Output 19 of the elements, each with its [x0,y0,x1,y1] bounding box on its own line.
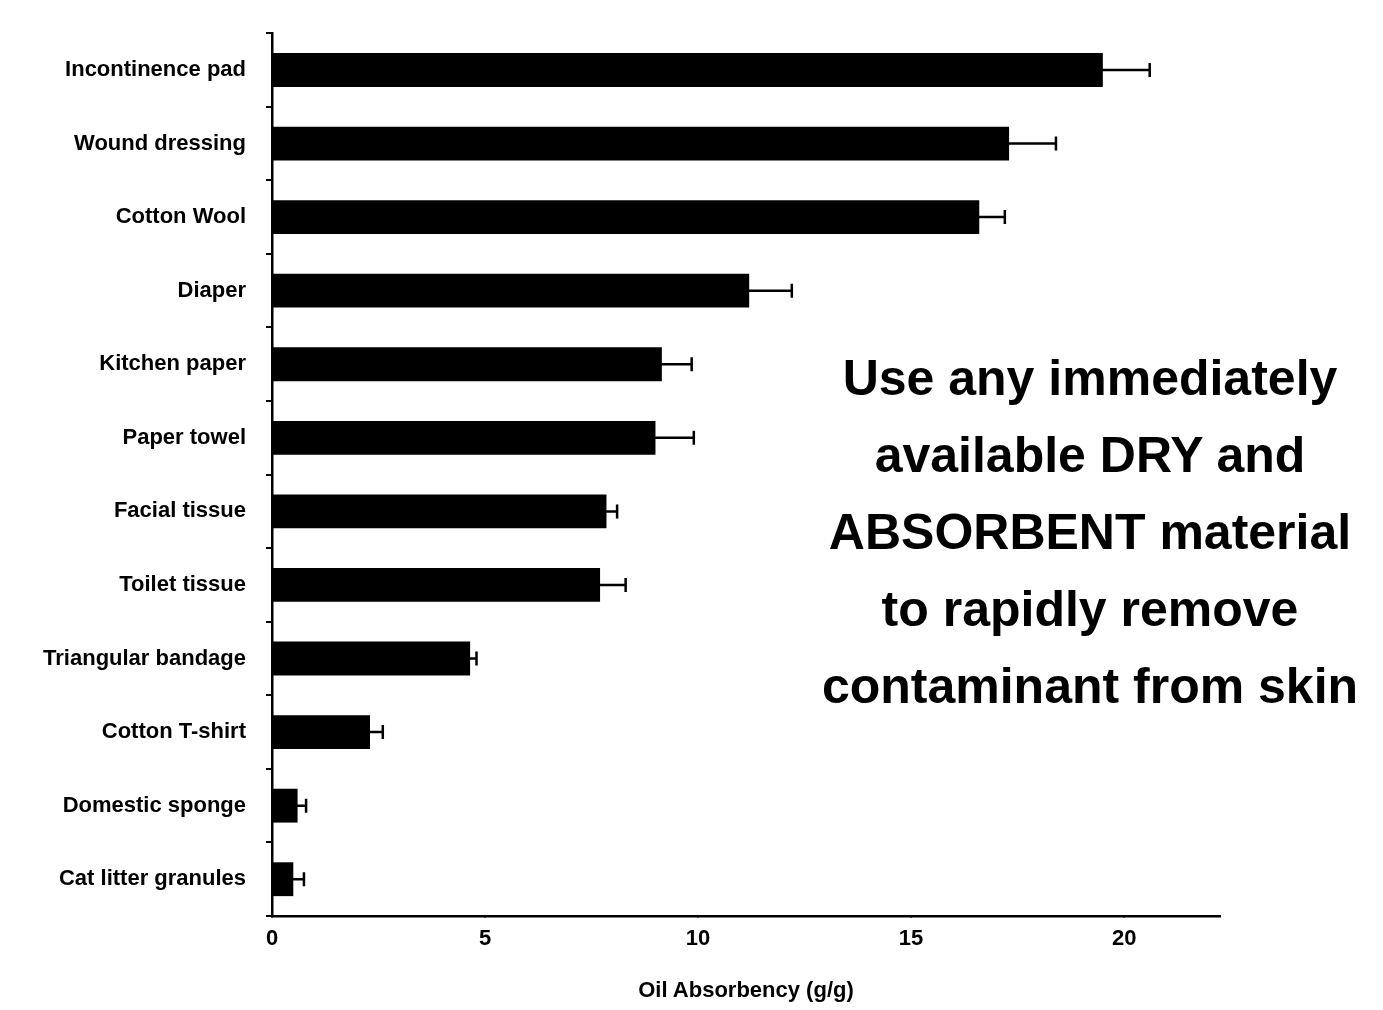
y-tick-label: Kitchen paper [99,350,247,376]
y-tick-label: Wound dressing [74,129,246,155]
y-tick-label: Toilet tissue [119,571,246,597]
y-tick-label: Cotton Wool [115,203,246,229]
y-tick-label: Facial tissue [113,497,246,523]
x-tick-label: 20 [1111,925,1137,951]
x-tick-label: 5 [478,925,492,951]
y-tick-label: Diaper [177,276,247,302]
y-tick-label: Cat litter granules [58,865,246,891]
x-tick-label: 15 [898,925,924,951]
y-tick-label: Domestic sponge [62,791,246,817]
x-tick-label: 10 [685,925,711,951]
y-tick-label: Incontinence pad [65,56,246,82]
x-tick-label: 0 [265,925,279,951]
y-tick-label: Paper towel [122,423,246,449]
y-tick-label: Cotton T-shirt [101,718,247,744]
y-tick-label: Triangular bandage [43,644,246,670]
annotation: Use any immediately available DRY and ABSORBENT material to rapidly remove contaminant from skin [820,349,1360,716]
x-axis-title: Oil Absorbency (g/g) [638,976,854,1002]
